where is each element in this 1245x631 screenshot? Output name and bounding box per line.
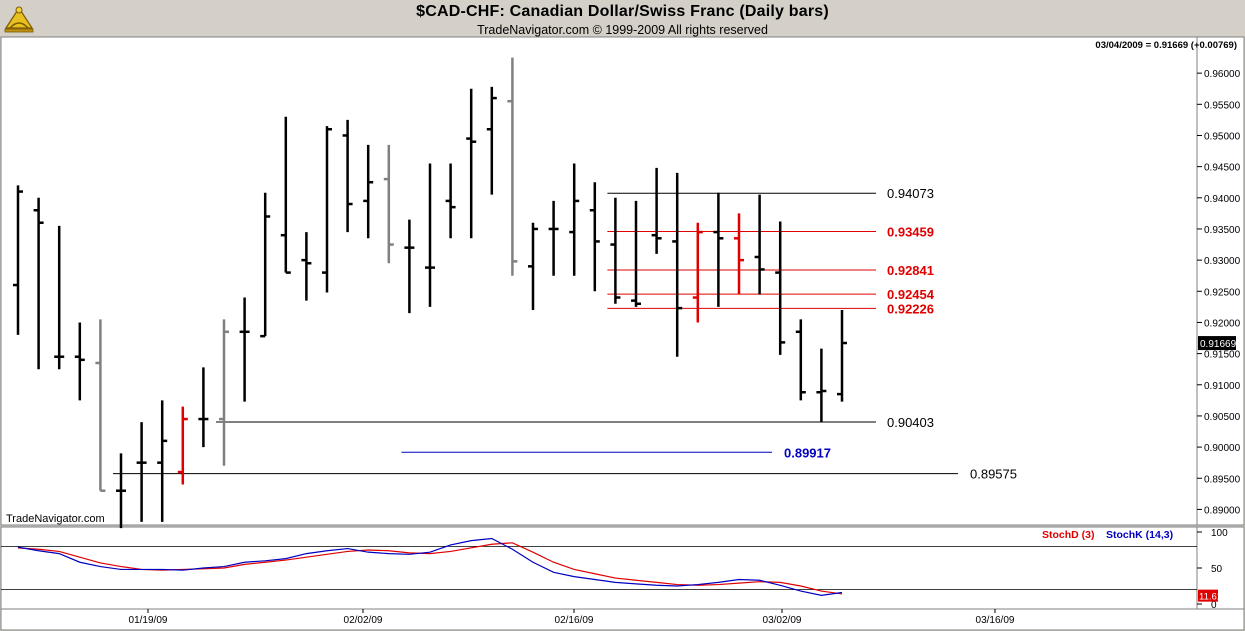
price-tick-label: 0.92500 — [1204, 287, 1241, 298]
ohlc-bar[interactable] — [466, 88, 477, 239]
price-plot-area[interactable] — [0, 36, 1198, 526]
date-tick-label: 01/19/09 — [129, 615, 168, 626]
price-tick-label: 0.91000 — [1204, 381, 1241, 392]
watermark: TradeNavigator.com — [6, 513, 105, 525]
ohlc-bar[interactable] — [692, 222, 703, 323]
level-label: 0.90403 — [887, 415, 934, 430]
chart-title: $CAD-CHF: Canadian Dollar/Swiss Franc (D… — [416, 3, 829, 20]
price-tick-label: 0.89500 — [1204, 474, 1241, 485]
stoch-last-label: 11.61 — [1199, 592, 1222, 603]
ohlc-bar[interactable] — [713, 192, 724, 307]
ohlc-bar[interactable] — [342, 119, 353, 233]
ohlc-bar[interactable] — [239, 297, 250, 402]
price-tick-label: 0.93500 — [1204, 225, 1241, 236]
price-tick-label: 0.92000 — [1204, 318, 1241, 329]
date-tick-label: 02/16/09 — [555, 615, 594, 626]
price-tick-label: 0.96000 — [1204, 69, 1241, 80]
date-tick-label: 02/02/09 — [344, 615, 383, 626]
ohlc-bar[interactable] — [136, 422, 147, 522]
level-label: 0.89575 — [970, 467, 1017, 482]
ohlc-bar[interactable] — [754, 194, 765, 295]
chart-subtitle: TradeNavigator.com © 1999-2009 All right… — [477, 23, 768, 37]
ohlc-bar[interactable] — [260, 192, 271, 338]
stoch-tick-label: 100 — [1211, 528, 1228, 539]
ohlc-bar[interactable] — [219, 319, 229, 466]
ohlc-bar[interactable] — [157, 400, 168, 522]
ohlc-bar[interactable] — [445, 163, 456, 239]
price-tick-label: 0.90000 — [1204, 443, 1241, 454]
stoch-plot-area[interactable] — [0, 526, 1198, 610]
ohlc-bar[interactable] — [404, 219, 415, 314]
date-tick-label: 03/02/09 — [763, 615, 802, 626]
ohlc-bar[interactable] — [363, 144, 374, 239]
ohlc-bar[interactable] — [33, 197, 44, 370]
ohlc-bar[interactable] — [528, 222, 538, 310]
ohlc-bar[interactable] — [795, 319, 806, 401]
level-label: 0.89917 — [784, 445, 831, 460]
ohlc-bar[interactable] — [610, 197, 621, 304]
stoch-legend-entry: StochD (3) — [1042, 529, 1095, 541]
level-label: 0.92841 — [887, 263, 934, 278]
ohlc-bar[interactable] — [198, 367, 209, 448]
ohlc-bar[interactable] — [548, 200, 559, 276]
level-label: 0.94073 — [887, 186, 934, 201]
stoch-legend-entry: StochK (14,3) — [1106, 529, 1173, 541]
ohlc-bar[interactable] — [301, 232, 312, 301]
price-tick-label: 0.91500 — [1204, 350, 1241, 361]
price-tick-label: 0.95000 — [1204, 131, 1241, 142]
price-tick-label: 0.93000 — [1204, 256, 1241, 267]
price-tick-label: 0.94500 — [1204, 163, 1241, 174]
ohlc-bar[interactable] — [177, 406, 188, 485]
ohlc-bar[interactable] — [74, 322, 85, 401]
price-tick-label: 0.95500 — [1204, 100, 1241, 111]
ohlc-bar[interactable] — [589, 182, 600, 292]
stoch-last-box — [1198, 589, 1218, 602]
stoch-series-line — [17, 537, 843, 596]
ohlc-bar[interactable] — [816, 348, 827, 423]
ohlc-bar[interactable] — [837, 309, 847, 402]
ohlc-bar[interactable] — [651, 167, 662, 254]
ohlc-bar[interactable] — [13, 185, 23, 335]
ohlc-bar[interactable] — [116, 453, 126, 529]
date-tick-label: 03/16/09 — [976, 615, 1015, 626]
ohlc-bar[interactable] — [507, 57, 518, 276]
ohlc-bar[interactable] — [425, 163, 435, 307]
level-label: 0.92226 — [887, 301, 934, 316]
ohlc-bar[interactable] — [672, 172, 683, 357]
price-tick-label: 0.94000 — [1204, 194, 1241, 205]
ohlc-bar[interactable] — [95, 319, 106, 492]
level-label: 0.93459 — [887, 225, 934, 240]
last-price-label: 0.91669 — [1200, 339, 1237, 350]
price-axis-area — [1196, 36, 1245, 526]
ohlc-bar[interactable] — [54, 225, 65, 370]
sextant-icon — [4, 6, 34, 33]
price-tick-label: 0.90500 — [1204, 412, 1241, 423]
ohlc-bar[interactable] — [734, 213, 744, 295]
ohlc-bar[interactable] — [775, 221, 786, 355]
stoch-tick-label: 0 — [1211, 600, 1217, 611]
level-label: 0.92454 — [887, 287, 935, 302]
date-axis-area — [0, 608, 1245, 631]
price-tick-label: 0.89000 — [1204, 505, 1241, 516]
ohlc-bar[interactable] — [569, 163, 580, 276]
quote-readout: 03/04/2009 = 0.91669 (+0.00769) — [1095, 40, 1237, 51]
ohlc-bar[interactable] — [383, 144, 394, 264]
ohlc-bar[interactable] — [486, 86, 497, 195]
ohlc-bar[interactable] — [280, 116, 291, 274]
ohlc-bar[interactable] — [631, 200, 641, 307]
last-price-box — [1198, 336, 1236, 351]
stoch-tick-label: 50 — [1211, 564, 1223, 575]
ohlc-bar[interactable] — [322, 126, 332, 293]
